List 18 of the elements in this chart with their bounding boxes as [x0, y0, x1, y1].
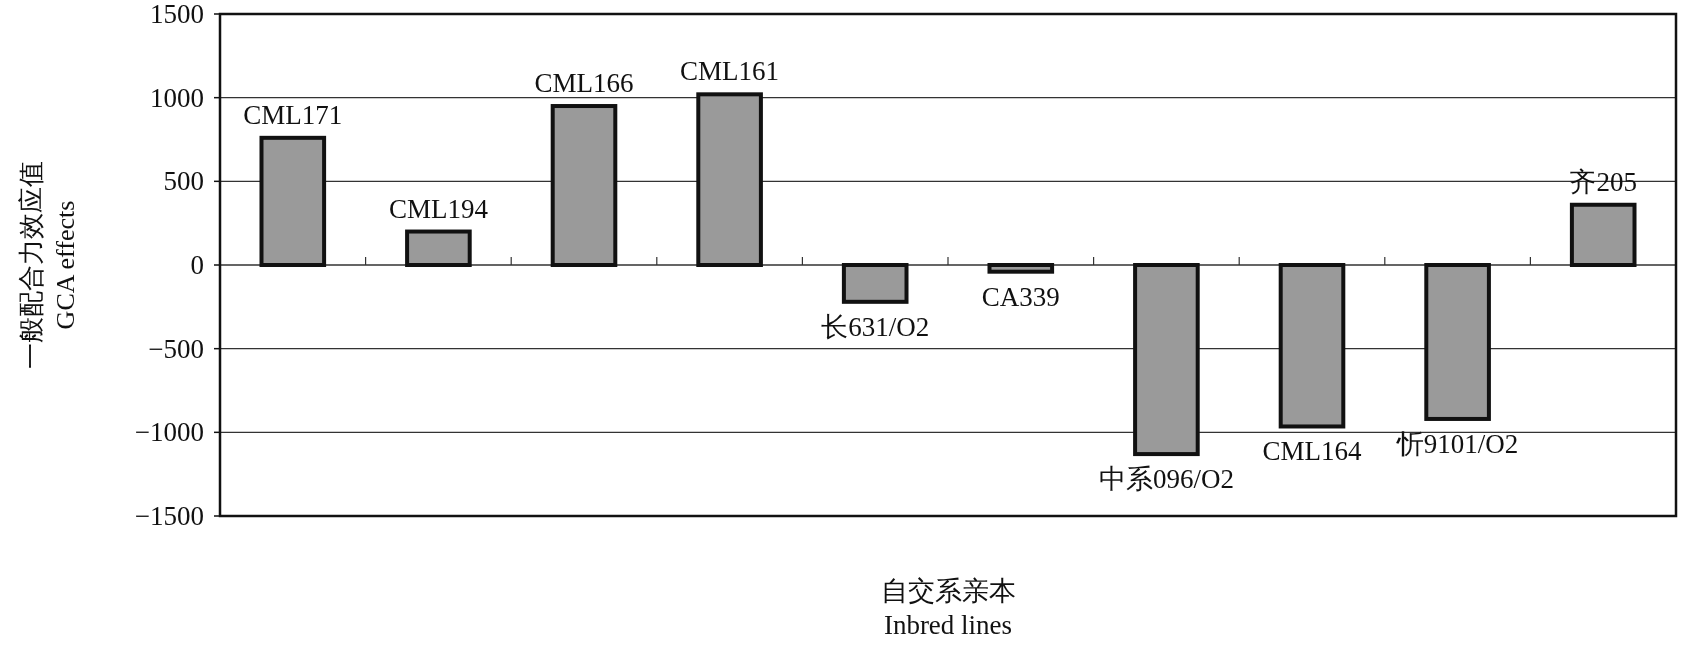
y-tick-label: −500 — [148, 333, 204, 364]
x-tick-label: 长631/O2 — [821, 311, 930, 342]
x-tick-label: CA339 — [981, 281, 1060, 312]
x-tick-label: CML161 — [680, 56, 780, 87]
y-tick-label: 0 — [190, 250, 204, 280]
y-axis-title: 一般配合力效应值 GCA effects — [17, 161, 80, 369]
y-tick-label: 1500 — [150, 0, 204, 29]
y-tick-label: 1000 — [150, 82, 204, 113]
x-axis-title: 自交系亲本 Inbred lines — [880, 576, 1016, 640]
x-tick-label: 中系096/O2 — [1098, 464, 1234, 495]
x-tick-label: CML194 — [388, 193, 489, 224]
y-tick-label: −1500 — [134, 501, 204, 531]
y-tick-label: 500 — [163, 166, 204, 197]
x-tick-label: 忻9101/O2 — [1395, 428, 1519, 459]
x-tick-label: CML164 — [1262, 436, 1362, 467]
y-tick-label: −1000 — [134, 417, 204, 448]
x-tick-label: CML166 — [534, 68, 634, 99]
x-tick-label: CML171 — [243, 99, 343, 130]
